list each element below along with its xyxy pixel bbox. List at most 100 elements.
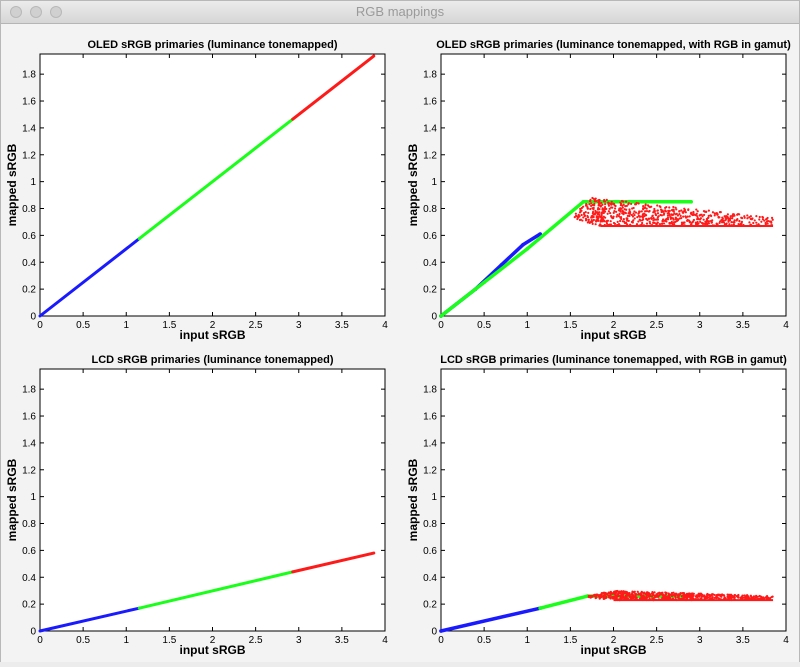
y-tick-label: 0.2 (423, 600, 437, 611)
scatter-point-red (592, 197, 595, 200)
x-tick-label: 2.5 (249, 635, 263, 646)
scatter-point-red (683, 595, 686, 599)
scatter-point-red (609, 211, 612, 215)
scatter-point-red (578, 211, 582, 214)
scatter-point-red (652, 217, 655, 220)
scatter-point-red (726, 593, 729, 596)
scatter-point-red (644, 214, 648, 217)
scatter-point-red (653, 221, 656, 225)
scatter-point-red (637, 212, 640, 215)
scatter-point-red (638, 210, 641, 213)
scatter-point-red (643, 206, 646, 210)
scatter-point-red (599, 223, 602, 226)
minimize-button[interactable] (30, 6, 42, 18)
scatter-point-red (638, 218, 641, 221)
y-tick-label: 1 (30, 492, 36, 503)
scatter-point-red (622, 590, 625, 593)
scatter-point-red (705, 217, 708, 221)
scatter-point-red (661, 219, 664, 223)
scatter-point-red (617, 222, 621, 226)
scatter-point-red (771, 218, 774, 221)
scatter-point-red (622, 200, 625, 203)
scatter-point-red (600, 215, 603, 218)
scatter-point-red (719, 594, 722, 597)
scatter-point-red (692, 211, 695, 214)
y-tick-label: 1.4 (22, 438, 36, 449)
scatter-point-red (699, 220, 702, 223)
scatter-point-red (619, 202, 623, 205)
series-point-blue (499, 263, 504, 267)
x-tick-label: 1.5 (162, 635, 176, 646)
scatter-point-red (603, 592, 606, 595)
scatter-point-red (684, 215, 687, 218)
scatter-point-red (698, 595, 701, 598)
scatter-point-red (592, 203, 596, 207)
scatter-point-red (624, 591, 627, 594)
scatter-point-red (656, 209, 659, 212)
scatter-point-red (613, 592, 616, 595)
scatter-point-red (632, 219, 635, 222)
x-tick-label: 2.5 (249, 320, 263, 331)
y-tick-label: 1 (30, 177, 36, 188)
scatter-point-red (634, 203, 637, 206)
scatter-point-red (610, 200, 613, 203)
scatter-point-red (592, 213, 595, 216)
close-button[interactable] (10, 6, 22, 18)
scatter-point-red (628, 593, 631, 596)
scatter-point-red (710, 221, 713, 224)
scatter-point-red (680, 595, 683, 598)
scatter-point-red (733, 596, 736, 599)
scatter-point-red (611, 217, 614, 220)
scatter-point-red (754, 596, 757, 599)
y-tick-label: 0 (431, 627, 437, 638)
x-tick-label: 4 (783, 320, 789, 331)
scatter-point-red (602, 596, 605, 599)
scatter-point-red (766, 222, 769, 225)
scatter-point-red (695, 595, 698, 598)
scatter-point-red (675, 212, 678, 215)
scatter-point-red (689, 594, 692, 597)
scatter-point-red (719, 210, 722, 214)
scatter-point-red (602, 594, 606, 597)
scatter-point-red (589, 207, 592, 211)
scatter-point-red (748, 221, 751, 224)
scatter-point-red (623, 222, 627, 225)
scatter-point-red (595, 215, 599, 218)
x-tick-label: 3.5 (335, 320, 349, 331)
scatter-point-red (737, 593, 740, 597)
scatter-point-red (746, 217, 749, 220)
scatter-point-red (668, 221, 671, 225)
y-axis-label: mapped sRGB (406, 458, 420, 541)
scatter-point-red (696, 216, 699, 220)
zoom-button[interactable] (50, 6, 62, 18)
x-tick-label: 1 (123, 635, 129, 646)
scatter-point-red (758, 215, 761, 219)
scatter-point-red (692, 592, 695, 595)
scatter-point-red (652, 219, 655, 222)
y-tick-label: 0.6 (423, 231, 437, 242)
scatter-point-red (683, 207, 686, 210)
scatter-point-red (707, 220, 711, 223)
scatter-point-red (621, 212, 624, 215)
scatter-point-red (730, 221, 733, 224)
scatter-point-red (702, 213, 706, 217)
scatter-point-red (706, 595, 709, 599)
scatter-point-red (581, 219, 584, 222)
scatter-point-red (644, 210, 647, 213)
scatter-point-red (674, 218, 678, 221)
series-point-green (525, 247, 530, 251)
scatter-point-red (765, 594, 769, 598)
scatter-point-red (591, 207, 594, 210)
scatter-point-red (633, 217, 636, 220)
scatter-point-red (726, 595, 729, 598)
y-tick-label: 1.2 (22, 150, 36, 161)
scatter-point-red (605, 198, 608, 201)
scatter-point-red (650, 216, 653, 220)
y-tick-label: 1 (431, 177, 437, 188)
series-point-green (482, 280, 486, 285)
scatter-point-red (586, 221, 589, 224)
scatter-point-red (615, 589, 618, 593)
scatter-point-red (648, 206, 652, 209)
scatter-point-red (707, 214, 710, 217)
scatter-point-red (625, 200, 628, 203)
